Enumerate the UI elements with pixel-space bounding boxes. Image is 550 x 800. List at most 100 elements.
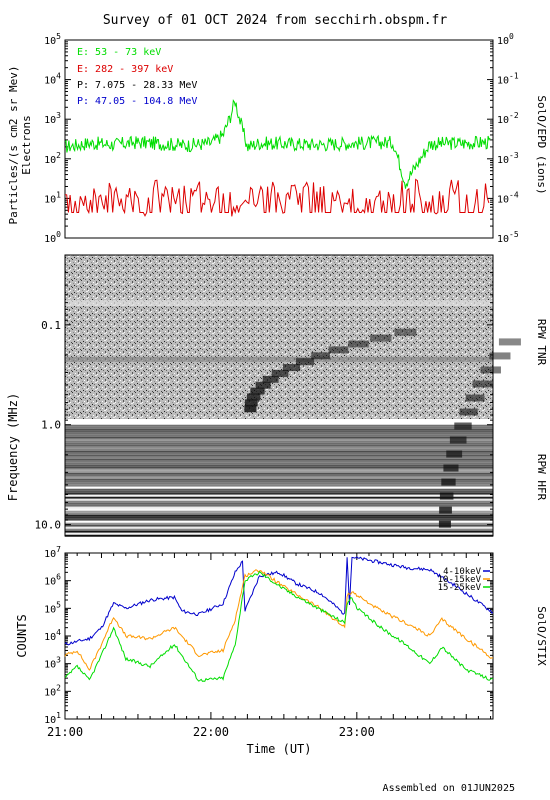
hfr-stripe	[65, 468, 493, 471]
radio-frame	[64, 254, 494, 537]
hfr-stripe	[65, 448, 493, 451]
hfr-stripe	[65, 496, 493, 499]
particles-y-tick-label: 101	[44, 190, 61, 205]
electrons-282-397-line	[64, 178, 490, 217]
hfr-stripe	[65, 484, 493, 487]
hfr-stripe	[65, 526, 493, 529]
hfr-stripe	[65, 516, 493, 519]
hfr-stripe	[65, 464, 493, 467]
hfr-stripe	[65, 436, 493, 439]
hfr-stripe	[65, 502, 493, 505]
hfr-stripe	[65, 438, 493, 441]
stix-y-tick-label: 104	[44, 628, 61, 643]
particles-y-tick-label: 105	[44, 32, 61, 47]
particles-y2-tick-label: 10-5	[497, 230, 519, 245]
burst-blob	[394, 328, 417, 336]
burst-blob	[271, 369, 289, 377]
stix-legend-2: 10-15keV	[438, 575, 482, 585]
hfr-stripe	[65, 442, 493, 445]
stix-y-tick-label: 105	[44, 600, 61, 615]
burst-blob	[438, 520, 451, 528]
hfr-stripe	[65, 472, 493, 475]
hfr-stripe	[65, 498, 493, 501]
hfr-stripe	[65, 470, 493, 473]
hfr-stripe	[65, 454, 493, 457]
burst-blob	[244, 405, 257, 413]
hfr-stripe	[65, 478, 493, 481]
hfr-stripe	[65, 434, 493, 437]
particles-y-tick-label: 103	[44, 111, 61, 126]
hfr-stripe	[65, 446, 493, 449]
radio-right-label-tnr: RPW TNR	[535, 319, 548, 366]
hfr-stripe	[65, 426, 493, 429]
burst-blob	[250, 387, 265, 395]
particles-right-label: SolO/EPD (ions)	[535, 95, 548, 194]
radio-y-ticks: 0.1 1.0 10.0	[35, 254, 493, 532]
particles-y-label: Particles/(s cm2 sr Mev)	[7, 66, 20, 225]
x-axis-label: Time (UT)	[246, 742, 311, 756]
burst-blob	[439, 492, 454, 500]
figure-title: Survey of 01 OCT 2024 from secchirh.obsp…	[103, 13, 448, 28]
stix-x-tick-label: 23:00	[339, 725, 375, 739]
radio-y-tick-label: 10.0	[35, 519, 62, 532]
hfr-stripe	[65, 494, 493, 497]
stix-y-ticks: 101 102 103 104 105 106 107	[44, 545, 493, 726]
stix-y-label: COUNTS	[15, 614, 29, 657]
burst-blob	[262, 375, 279, 383]
hfr-stripe	[65, 430, 493, 433]
hfr-stripe	[65, 510, 493, 513]
stix-x-tick-label: 21:00	[47, 725, 83, 739]
hfr-stripe	[65, 424, 493, 427]
stix-x-ticks: 21:00 22:00 23:00	[47, 553, 492, 739]
hfr-stripe	[65, 482, 493, 485]
particles-legend-4: P: 47.05 - 104.8 MeV	[77, 96, 197, 107]
hfr-stripe	[65, 428, 493, 431]
stix-legend-1: 4-10keV	[443, 567, 482, 577]
hfr-stripe	[65, 506, 493, 509]
hfr-stripe	[65, 486, 493, 489]
burst-blob	[472, 380, 493, 388]
particles-y2-tick-label: 10-2	[497, 111, 519, 126]
hfr-stripe	[65, 480, 493, 483]
stix-panel: 101 102 103 104 105 106 107 21:00 22:00 23:00 4-…	[15, 545, 548, 756]
burst-blob	[328, 346, 349, 354]
hfr-stripe	[65, 530, 493, 533]
hfr-stripe	[65, 514, 493, 517]
burst-blob	[255, 381, 271, 389]
footer-note: Assembled on 01JUN2025	[383, 783, 515, 794]
burst-blob	[441, 478, 456, 486]
particles-y2-tick-label: 100	[497, 32, 514, 47]
hfr-stripe	[65, 512, 493, 515]
hfr-stripe	[65, 462, 493, 465]
hfr-stripe	[65, 488, 493, 491]
stix-y-tick-label: 107	[44, 545, 61, 560]
stix-y-tick-label: 101	[44, 711, 61, 726]
hfr-stripe	[65, 476, 493, 479]
hfr-stripe	[65, 444, 493, 447]
stix-x-tick-label: 22:00	[193, 725, 229, 739]
hfr-stripe	[65, 520, 493, 523]
particles-legend-1: E: 53 - 73 keV	[77, 47, 161, 58]
burst-blob	[498, 338, 521, 346]
radio-y-tick-label: 0.1	[41, 319, 61, 332]
type-iii-burst-2	[438, 338, 521, 528]
burst-blob	[244, 399, 258, 407]
particles-y2-ticks: 10-5 10-4 10-3 10-2 10-1 100	[487, 32, 519, 245]
radio-y-label: Frequency (MHz)	[6, 393, 20, 501]
burst-blob	[446, 450, 463, 458]
burst-blob	[465, 394, 485, 402]
hfr-stripe	[65, 522, 493, 525]
hfr-stripe	[65, 452, 493, 455]
burst-blob	[282, 364, 301, 372]
burst-blob	[454, 422, 472, 430]
stix-10-15kev-line	[64, 569, 493, 671]
hfr-stripe	[65, 460, 493, 463]
particles-y2-tick-label: 10-1	[497, 72, 519, 87]
burst-blob	[443, 464, 459, 472]
tnr-band-1	[65, 300, 493, 306]
particles-y-tick-label: 102	[44, 151, 61, 166]
tnr-band-2	[65, 357, 493, 362]
hfr-stripe	[65, 450, 493, 453]
hfr-stripe	[65, 524, 493, 527]
